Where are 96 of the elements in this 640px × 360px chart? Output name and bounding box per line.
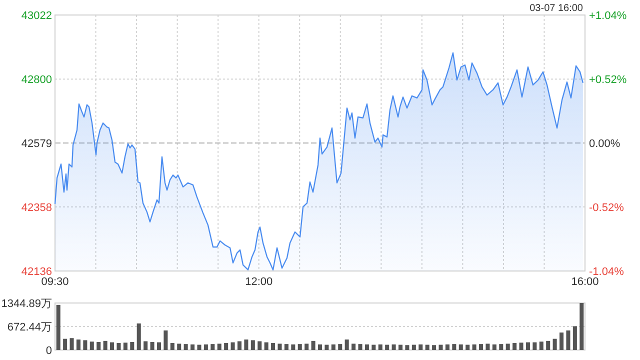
y-tick-label: 42800 — [21, 74, 52, 86]
bar — [432, 345, 436, 350]
bar — [116, 343, 121, 350]
bar — [546, 340, 550, 350]
bar — [284, 344, 288, 350]
bar — [445, 344, 450, 350]
bar — [170, 343, 174, 350]
x-tick-label: 12:00 — [245, 276, 273, 288]
bar — [110, 342, 114, 350]
x-tick-label: 09:30 — [41, 276, 69, 288]
bar — [506, 344, 510, 350]
bar — [96, 342, 101, 350]
bar — [385, 344, 390, 350]
y2-tick-label: -0.52% — [589, 202, 624, 214]
bar — [144, 341, 148, 350]
bar — [244, 340, 248, 350]
bar — [418, 344, 423, 350]
bar — [318, 344, 322, 350]
bar — [210, 344, 215, 350]
bar — [204, 344, 208, 350]
bar — [338, 344, 342, 350]
y-tick-label: 672.44万 — [7, 322, 52, 334]
bar — [580, 303, 584, 350]
bar — [492, 344, 496, 350]
bar — [291, 344, 296, 350]
bar — [425, 344, 430, 350]
bar — [298, 344, 302, 350]
bar — [552, 338, 557, 350]
bar — [392, 344, 396, 350]
bar — [472, 344, 476, 350]
bar — [250, 340, 255, 350]
bar — [438, 344, 443, 350]
bar — [177, 344, 182, 350]
bar — [83, 340, 88, 350]
bar — [230, 342, 235, 350]
bar — [123, 342, 128, 350]
bar — [278, 344, 282, 350]
y-tick-label: 1344.89万 — [1, 298, 52, 310]
bar — [224, 343, 228, 350]
x-tick-label: 16:00 — [571, 276, 599, 288]
bar — [217, 344, 222, 350]
y-tick-label: 42358 — [21, 202, 52, 214]
bar — [466, 344, 470, 350]
y-tick-label: 42136 — [21, 266, 52, 278]
bar — [532, 342, 537, 350]
bar — [452, 344, 456, 350]
y-tick-label: 42579 — [21, 138, 52, 150]
bar — [499, 344, 504, 350]
bar — [405, 345, 410, 350]
bar — [136, 323, 141, 350]
bar — [412, 344, 416, 350]
text: 03-07 16:00 — [530, 3, 584, 14]
bar — [156, 342, 161, 350]
bar — [197, 344, 202, 350]
bar — [512, 343, 517, 350]
bar — [63, 338, 68, 350]
bar — [486, 344, 490, 350]
bar — [458, 344, 463, 350]
bar — [398, 344, 403, 350]
bar — [103, 340, 108, 350]
bar — [237, 341, 242, 350]
bar — [271, 343, 276, 350]
bar — [150, 342, 154, 350]
bar — [352, 344, 356, 350]
bar — [358, 344, 362, 350]
y-tick-label: 43022 — [21, 10, 52, 22]
bar — [70, 338, 74, 350]
y-tick-label: 0 — [46, 345, 52, 357]
y2-tick-label: 0.00% — [589, 138, 620, 150]
bar — [264, 342, 268, 350]
y2-tick-label: +0.52% — [589, 74, 627, 86]
bar — [539, 342, 544, 350]
bar — [190, 344, 195, 350]
bar — [566, 330, 570, 350]
bar — [364, 344, 369, 350]
bar — [311, 340, 316, 350]
y2-tick-label: +1.04% — [589, 10, 627, 22]
bar — [76, 340, 80, 350]
bar — [519, 342, 524, 350]
bar — [164, 330, 168, 350]
bar — [378, 344, 382, 350]
bar — [304, 344, 309, 350]
bar — [90, 342, 94, 350]
bar — [479, 344, 484, 350]
bar — [344, 340, 349, 350]
bar — [560, 332, 564, 350]
y2-tick-label: -1.04% — [589, 266, 624, 278]
bar — [130, 342, 134, 350]
bar — [526, 342, 530, 350]
bar — [184, 344, 188, 350]
bar — [572, 326, 577, 350]
bar — [331, 344, 336, 350]
bar — [56, 304, 60, 350]
bar — [258, 341, 262, 350]
bar — [324, 344, 329, 350]
bar — [372, 344, 376, 350]
